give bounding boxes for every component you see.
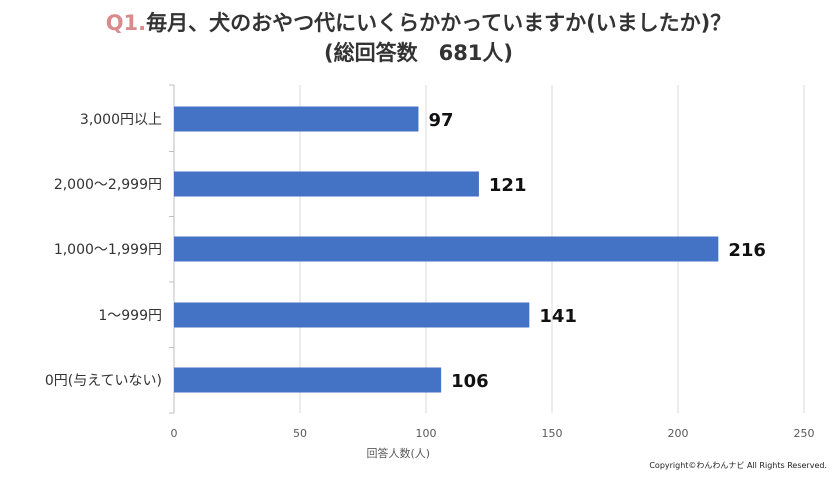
title-prefix: Q1. (105, 11, 147, 35)
bar (174, 106, 419, 132)
x-tick-label: 200 (668, 427, 689, 440)
copyright-notice: Copyright©わんわんナビ All Rights Reserved. (649, 461, 827, 470)
category-label: 2,000～2,999円 (54, 177, 162, 193)
category-label: 3,000円以上 (80, 112, 162, 128)
title-line-1: Q1.毎月、犬のおやつ代にいくらかかっていますか(いましたか)？ (0, 8, 837, 38)
category-label: 0円(与えていない) (45, 373, 162, 389)
category-label: 1～999円 (98, 308, 162, 324)
bar (174, 367, 442, 393)
x-axis-title: 回答人数(人) (366, 446, 430, 460)
title-question: 毎月、犬のおやつ代にいくらかかっていますか(いましたか)？ (146, 11, 732, 35)
data-label: 97 (428, 110, 453, 131)
x-tick-label: 150 (542, 427, 563, 440)
x-tick-label: 50 (293, 427, 307, 440)
x-tick-label: 0 (171, 427, 178, 440)
title-line-2: (総回答数 681人) (323, 41, 514, 65)
category-label: 1,000～1,999円 (54, 242, 162, 258)
data-label: 121 (489, 175, 527, 196)
chart-title: Q1.毎月、犬のおやつ代にいくらかかっていますか(いましたか)？ (総回答数 6… (0, 8, 837, 68)
x-tick-label: 100 (416, 427, 437, 440)
data-label: 141 (539, 306, 577, 327)
x-tick-label: 250 (794, 427, 815, 440)
data-label: 106 (451, 371, 489, 392)
bar (174, 302, 530, 328)
bar (174, 236, 719, 262)
data-label: 216 (728, 240, 766, 261)
bar (174, 171, 479, 197)
